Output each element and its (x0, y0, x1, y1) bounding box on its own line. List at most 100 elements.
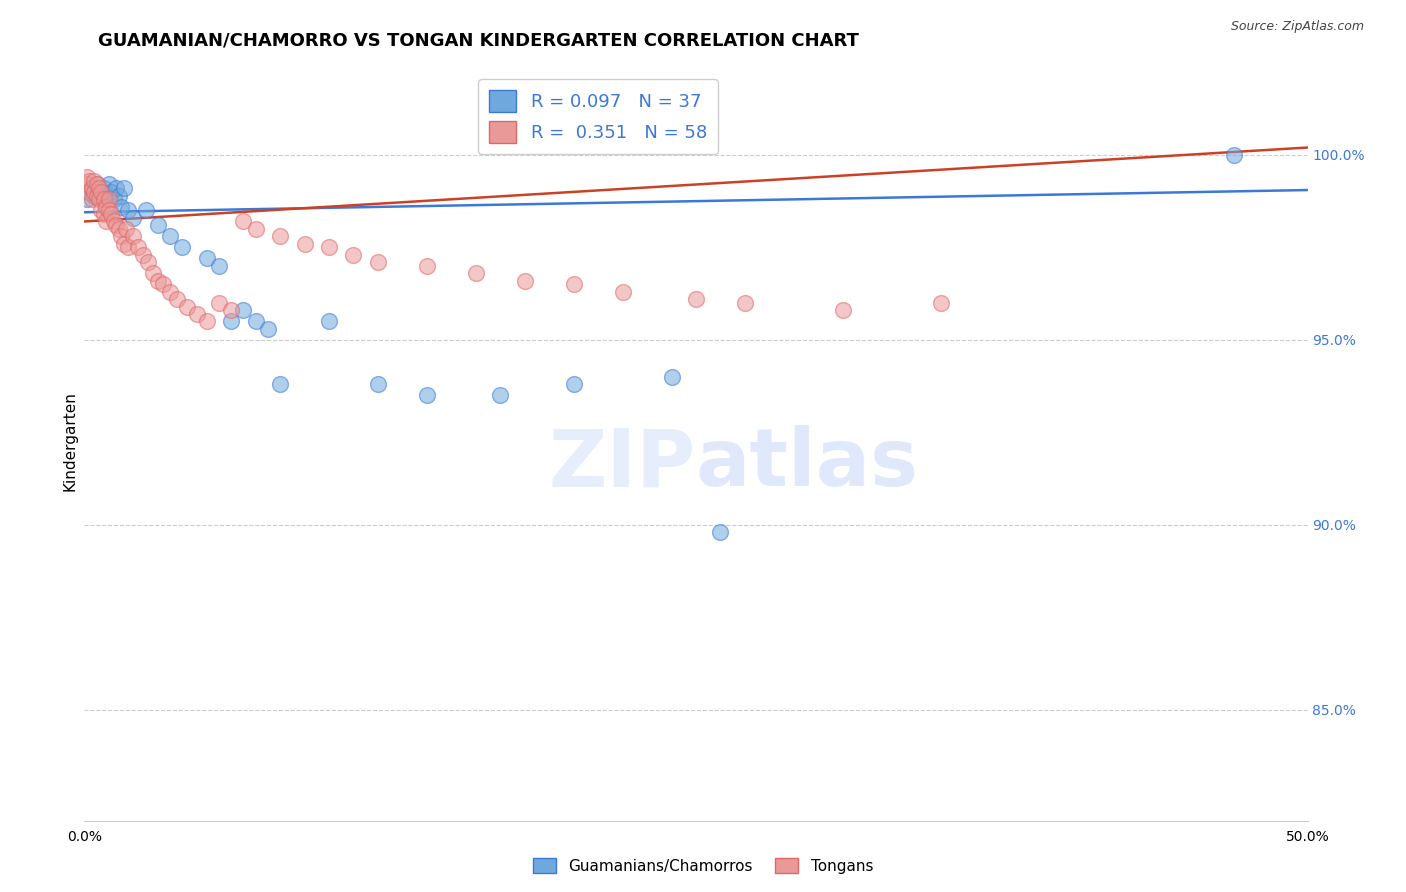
Point (176, 300, 198, 314)
Point (269, 377, 291, 392)
Point (83, 174, 105, 188)
Point (367, 377, 389, 392)
Point (86, 178, 108, 192)
Point (100, 185, 122, 199)
Point (127, 240, 149, 254)
Point (96, 214, 118, 228)
Point (103, 214, 125, 228)
Point (77, 185, 100, 199)
Point (93, 207, 115, 221)
Text: GUAMANIAN/CHAMORRO VS TONGAN KINDERGARTEN CORRELATION CHART: GUAMANIAN/CHAMORRO VS TONGAN KINDERGARTE… (98, 31, 859, 49)
Point (489, 388, 512, 402)
Point (86, 188, 108, 202)
Point (562, 277, 585, 292)
Point (77, 185, 100, 199)
Point (661, 369, 683, 384)
Point (318, 314, 340, 328)
Point (90, 185, 112, 199)
Point (186, 307, 208, 321)
Point (97, 178, 120, 192)
Point (76, 178, 98, 192)
Point (612, 285, 634, 299)
Point (107, 188, 129, 202)
Point (245, 314, 267, 328)
Point (122, 211, 145, 225)
Point (77, 174, 100, 188)
Point (105, 218, 128, 232)
Point (76, 170, 98, 185)
Point (166, 292, 188, 306)
Point (831, 303, 853, 318)
Point (117, 240, 139, 254)
Point (208, 259, 231, 273)
Point (117, 203, 139, 218)
Legend: Guamanians/Chamorros, Tongans: Guamanians/Chamorros, Tongans (527, 852, 879, 880)
Point (257, 322, 280, 336)
Point (245, 222, 267, 236)
Point (562, 377, 585, 392)
Point (195, 314, 218, 328)
Point (269, 229, 291, 244)
Point (464, 266, 486, 280)
Point (195, 252, 218, 266)
Point (115, 222, 138, 236)
Point (103, 192, 125, 206)
Point (87, 185, 110, 199)
Point (685, 292, 707, 306)
Point (929, 296, 952, 310)
Point (86, 178, 108, 192)
Point (83, 188, 105, 202)
Point (93, 181, 115, 195)
Point (152, 277, 174, 292)
Point (135, 203, 157, 218)
Point (342, 248, 364, 262)
Point (367, 255, 389, 269)
Point (97, 203, 120, 218)
Point (96, 200, 118, 214)
Point (87, 192, 110, 206)
Point (232, 214, 254, 228)
Point (159, 285, 181, 299)
Point (208, 296, 231, 310)
Point (734, 296, 756, 310)
Point (1223, 148, 1246, 162)
Legend: R = 0.097   N = 37, R =  0.351   N = 58: R = 0.097 N = 37, R = 0.351 N = 58 (478, 79, 718, 153)
Point (416, 388, 439, 402)
Point (107, 222, 129, 236)
Point (318, 240, 340, 254)
Point (219, 303, 242, 318)
Point (87, 181, 110, 195)
Point (172, 240, 194, 254)
Point (90, 192, 112, 206)
Text: Source: ZipAtlas.com: Source: ZipAtlas.com (1230, 20, 1364, 33)
Point (83, 185, 105, 199)
Point (416, 259, 439, 273)
Point (142, 266, 165, 280)
Point (146, 218, 169, 232)
Point (97, 192, 120, 206)
Point (76, 192, 98, 206)
Point (112, 236, 135, 251)
Point (132, 248, 155, 262)
Text: atlas: atlas (696, 425, 920, 503)
Point (105, 181, 128, 195)
Point (122, 229, 145, 244)
Point (146, 274, 169, 288)
Y-axis label: Kindergarten: Kindergarten (62, 392, 77, 491)
Point (90, 203, 112, 218)
Point (96, 188, 118, 202)
Point (110, 229, 132, 244)
Point (219, 314, 242, 328)
Point (112, 181, 135, 195)
Point (110, 200, 132, 214)
Point (80, 192, 103, 206)
Point (294, 236, 316, 251)
Point (80, 181, 103, 195)
Point (709, 525, 731, 540)
Point (159, 229, 181, 244)
Point (100, 207, 122, 221)
Point (232, 303, 254, 318)
Point (80, 181, 103, 195)
Point (136, 255, 159, 269)
Text: ZIP: ZIP (548, 425, 696, 503)
